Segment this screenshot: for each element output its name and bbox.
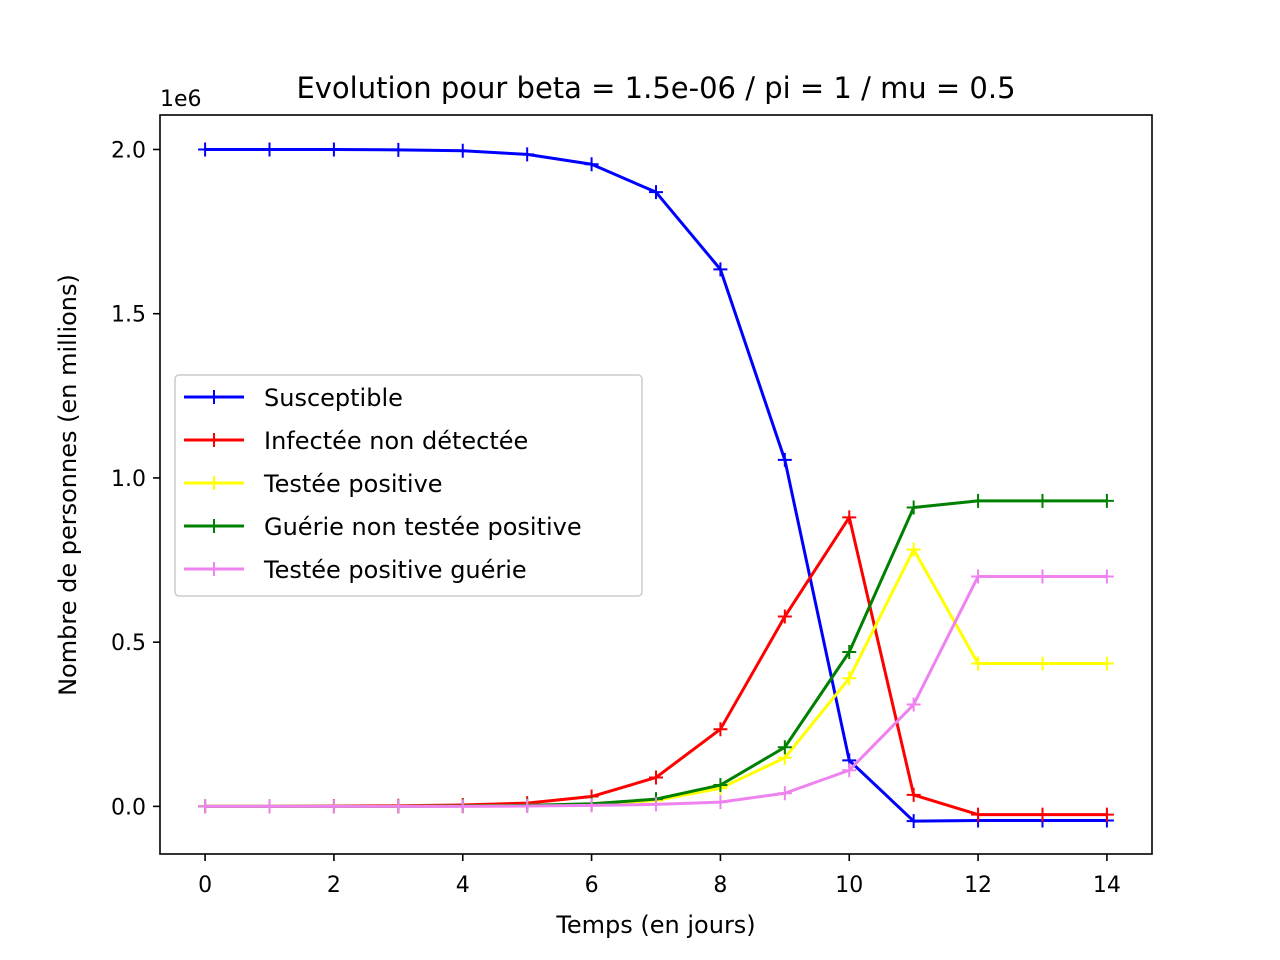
data-point-marker xyxy=(1035,807,1050,822)
data-point-marker xyxy=(906,814,921,829)
data-point-marker xyxy=(1035,493,1050,508)
data-point-marker xyxy=(326,799,341,814)
data-point-marker xyxy=(713,262,728,277)
data-point-marker xyxy=(1035,569,1050,584)
y-offset-label: 1e6 xyxy=(160,87,202,112)
y-axis: 0.0 0.5 1.0 1.5 2.0 xyxy=(111,138,160,820)
legend-marker xyxy=(207,519,221,533)
data-point-marker xyxy=(713,795,728,810)
data-point-marker xyxy=(649,185,663,200)
data-point-marker xyxy=(520,147,535,162)
data-point-marker xyxy=(842,671,857,686)
data-point-marker xyxy=(842,645,857,660)
data-point-marker xyxy=(262,142,277,157)
data-point-marker xyxy=(198,142,213,157)
x-tick-label: 6 xyxy=(585,873,599,898)
legend: Susceptible Infectée non détectée Testée p… xyxy=(174,374,643,597)
x-tick-label: 8 xyxy=(713,873,727,898)
data-point-marker xyxy=(1035,656,1050,671)
data-point-marker xyxy=(971,807,986,822)
data-point-marker xyxy=(455,143,470,158)
y-tick-label: 1.5 xyxy=(111,303,146,328)
data-point-marker xyxy=(1099,569,1114,584)
x-axis-label: Temps (en jours) xyxy=(555,911,755,939)
y-tick-label: 1.0 xyxy=(111,467,146,492)
legend-label: Infectée non détectée xyxy=(264,427,528,455)
y-axis-label: Nombre de personnes (en millions) xyxy=(54,274,82,696)
data-point-marker xyxy=(777,786,792,801)
x-tick-label: 2 xyxy=(327,873,341,898)
y-tick-label: 0.0 xyxy=(111,795,146,820)
data-point-marker xyxy=(584,157,599,172)
data-point-marker xyxy=(1099,656,1114,671)
axes-frame xyxy=(159,114,1153,855)
data-point-marker xyxy=(326,142,341,157)
data-point-marker xyxy=(971,656,986,671)
legend-marker xyxy=(207,476,221,490)
x-axis: 0 2 4 6 8 10 12 14 xyxy=(198,854,1121,898)
legend-label: Testée positive guérie xyxy=(263,556,527,584)
data-point-marker xyxy=(842,510,857,525)
legend-marker xyxy=(207,433,221,447)
legend-box xyxy=(174,374,643,597)
y-tick-label: 0.5 xyxy=(111,631,146,656)
data-point-marker xyxy=(198,799,213,814)
data-point-marker xyxy=(649,797,663,812)
data-point-marker xyxy=(906,787,921,802)
data-point-marker xyxy=(713,778,728,793)
data-point-marker xyxy=(971,493,986,508)
legend-label: Susceptible xyxy=(264,384,403,412)
x-tick-label: 4 xyxy=(456,873,470,898)
data-point-marker xyxy=(455,799,470,814)
data-point-marker xyxy=(584,798,599,813)
legend-marker xyxy=(207,390,221,404)
data-point-marker xyxy=(649,770,663,785)
data-point-marker xyxy=(842,763,857,778)
x-tick-label: 12 xyxy=(964,873,992,898)
legend-marker xyxy=(207,562,221,576)
legend-label: Testée positive xyxy=(263,470,443,498)
chart-title: Evolution pour beta = 1.5e-06 / pi = 1 /… xyxy=(296,71,1015,105)
plot-area xyxy=(198,142,1114,829)
data-point-marker xyxy=(391,142,406,157)
data-point-marker xyxy=(520,799,535,814)
data-point-marker xyxy=(971,569,986,584)
y-tick-label: 2.0 xyxy=(111,138,146,163)
data-point-marker xyxy=(777,452,792,467)
data-point-marker xyxy=(262,799,277,814)
data-point-marker xyxy=(906,500,921,515)
x-tick-label: 10 xyxy=(835,873,863,898)
data-point-marker xyxy=(391,799,406,814)
data-point-marker xyxy=(1099,807,1114,822)
data-point-marker xyxy=(713,722,728,737)
data-point-marker xyxy=(906,542,921,557)
data-point-marker xyxy=(777,609,792,624)
data-point-marker xyxy=(906,697,921,712)
x-tick-label: 0 xyxy=(198,873,212,898)
legend-label: Guérie non testée positive xyxy=(264,513,582,541)
data-point-marker xyxy=(1099,493,1114,508)
x-tick-label: 14 xyxy=(1093,873,1121,898)
data-point-marker xyxy=(777,740,792,755)
